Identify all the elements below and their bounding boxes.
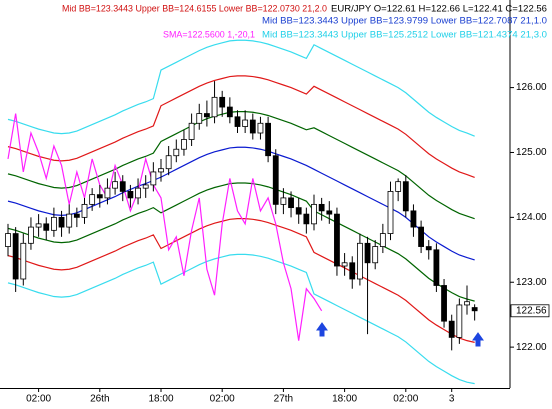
candle-body bbox=[418, 226, 425, 247]
candle-body bbox=[425, 246, 432, 251]
candle-body bbox=[150, 171, 157, 186]
y-tick-label: 123.00 bbox=[516, 277, 547, 288]
annotation: Mid BB=123.3443 Upper BB=124.6155 Lower … bbox=[62, 3, 327, 13]
candle-body bbox=[35, 223, 42, 228]
candle-body bbox=[173, 148, 180, 157]
candle-body bbox=[272, 155, 279, 205]
candle-body bbox=[226, 106, 233, 118]
candle-body bbox=[448, 320, 455, 338]
candle-body bbox=[395, 181, 402, 192]
x-tick-label: 02:00 bbox=[393, 394, 418, 405]
indicator-line bbox=[7, 111, 475, 220]
candle-body bbox=[165, 155, 172, 170]
candle-body bbox=[280, 197, 287, 205]
candle-body bbox=[471, 307, 478, 312]
candle-body bbox=[433, 249, 440, 286]
candle-body bbox=[356, 242, 363, 280]
candle-body bbox=[12, 233, 19, 280]
candle-body bbox=[265, 122, 272, 157]
y-tick-label: 122.00 bbox=[516, 342, 547, 353]
candle-body bbox=[104, 187, 111, 199]
candle-body bbox=[402, 181, 409, 212]
y-tick-label: 126.00 bbox=[516, 82, 547, 93]
annotation: Mid BB=123.3443 Upper BB=125.2512 Lower … bbox=[262, 29, 547, 39]
candle-body bbox=[219, 96, 226, 108]
price-box bbox=[510, 304, 550, 318]
candle-body bbox=[119, 181, 126, 192]
candle-body bbox=[135, 187, 141, 199]
candle-body bbox=[364, 242, 371, 264]
x-tick-label: 27th bbox=[274, 394, 293, 405]
x-tick-label: 18:00 bbox=[148, 394, 173, 405]
candle-body bbox=[5, 233, 11, 247]
candle-body bbox=[326, 210, 333, 215]
candle-body bbox=[127, 191, 134, 199]
x-tick-label: 02:00 bbox=[26, 394, 51, 405]
candle-body bbox=[51, 216, 57, 231]
signal-arrow bbox=[316, 322, 328, 337]
candle-body bbox=[66, 213, 73, 228]
candle-body bbox=[334, 213, 340, 267]
candle-body bbox=[464, 301, 470, 306]
candle-body bbox=[234, 116, 241, 127]
price-label: 122.56 bbox=[516, 305, 547, 316]
candle-body bbox=[410, 210, 417, 228]
candle-body bbox=[73, 213, 80, 218]
candle-body bbox=[372, 246, 379, 264]
candle-body bbox=[89, 194, 96, 205]
candles bbox=[5, 81, 478, 351]
annotation: Mid BB=123.3443 Upper BB=123.9799 Lower … bbox=[262, 15, 547, 25]
candle-body bbox=[181, 139, 187, 150]
indicator-line bbox=[7, 39, 475, 137]
x-tick-label: 26th bbox=[90, 394, 109, 405]
candle-body bbox=[142, 184, 149, 189]
candle-body bbox=[303, 213, 310, 225]
candle-body bbox=[311, 203, 317, 225]
candle-body bbox=[295, 207, 302, 215]
candle-body bbox=[96, 194, 103, 199]
candle-body bbox=[288, 197, 294, 209]
candle-body bbox=[379, 233, 386, 247]
candle-body bbox=[257, 122, 264, 134]
candle-body bbox=[20, 242, 27, 280]
x-tick-label: 02:00 bbox=[210, 394, 235, 405]
annotations: Mid BB=123.3443 Upper BB=124.6155 Lower … bbox=[62, 3, 547, 39]
candle-body bbox=[349, 262, 356, 280]
candle-body bbox=[112, 181, 118, 189]
annotation: SMA=122.5600 1,-20,1 bbox=[163, 29, 255, 39]
indicator-line bbox=[7, 113, 323, 341]
candle-body bbox=[441, 285, 447, 322]
candle-body bbox=[188, 122, 195, 140]
indicator-line bbox=[7, 182, 475, 302]
candle-body bbox=[249, 119, 256, 134]
candle-body bbox=[211, 96, 218, 118]
indicator-line bbox=[7, 75, 475, 178]
candle-body bbox=[158, 168, 164, 173]
y-tick-label: 125.00 bbox=[516, 147, 547, 158]
signal-arrow bbox=[472, 332, 484, 347]
candle-body bbox=[203, 113, 210, 118]
candle-body bbox=[341, 262, 348, 267]
indicator-line bbox=[7, 218, 475, 343]
indicator-line bbox=[7, 253, 475, 385]
y-tick-label: 124.00 bbox=[516, 212, 547, 223]
x-tick-label: 18:00 bbox=[332, 394, 357, 405]
candle-body bbox=[242, 119, 249, 127]
candle-body bbox=[456, 304, 463, 338]
candle-body bbox=[43, 223, 50, 231]
x-tick-label: 3 bbox=[449, 394, 455, 405]
candle-body bbox=[387, 191, 394, 234]
candle-body bbox=[81, 203, 88, 218]
candle-body bbox=[196, 113, 203, 124]
candle-body bbox=[58, 216, 65, 228]
candle-body bbox=[28, 226, 34, 244]
annotation: EUR/JPY O=122.61 H=122.66 L=122.41 C=122… bbox=[331, 3, 547, 13]
candle-body bbox=[318, 203, 325, 212]
